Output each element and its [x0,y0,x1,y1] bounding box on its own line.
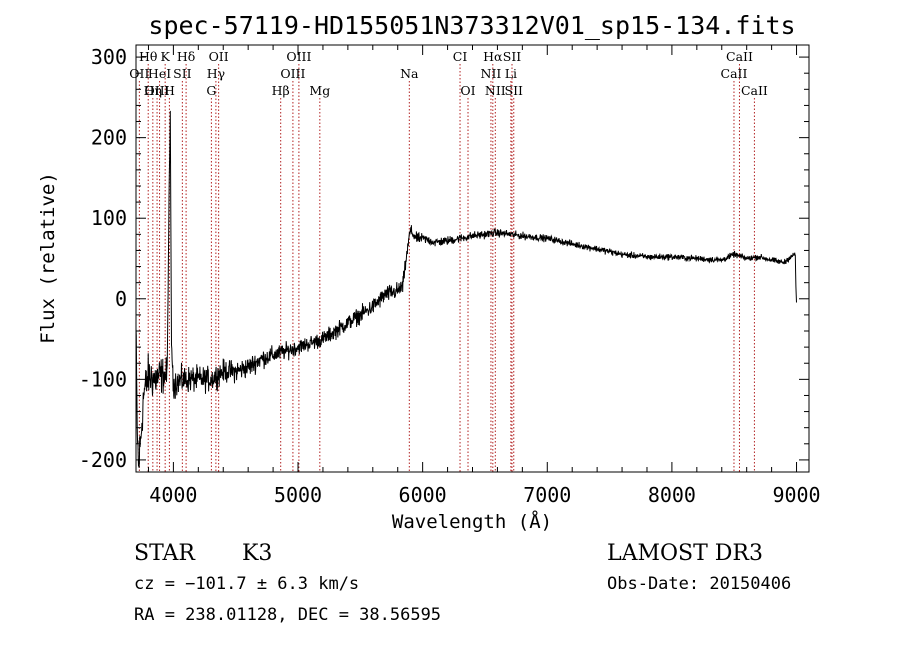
emission-line-label: K [160,49,170,64]
emission-line-label: Mg [309,83,330,98]
emission-line-label: OIII [286,49,311,64]
y-tick-label: -100 [79,367,127,391]
y-tick-label: 0 [115,287,127,311]
emission-line-label: CaII [741,83,768,98]
emission-line-label: Hη [144,83,162,98]
y-tick-label: 200 [91,126,127,150]
emission-line-label: SII [505,83,524,98]
emission-line-label: OIII [280,66,305,81]
emission-line-label: Na [400,66,419,81]
emission-line-label: OIII [145,83,170,98]
y-tick-label: 300 [91,45,127,69]
emission-line-label: HeI [148,66,171,81]
emission-line-label: G [206,83,216,98]
emission-line-label: Hθ [139,49,157,64]
survey-name: LAMOST DR3 [607,541,763,566]
emission-line-label: CaII [726,49,753,64]
emission-line-label: CaII [721,66,748,81]
y-axis-ticks: -200 -100 0 100 200 300 [79,45,809,472]
x-axis-ticks: 4000 5000 6000 7000 8000 9000 [147,45,821,507]
emission-line-label: OI [460,83,475,98]
emission-line-label: NII [485,83,506,98]
emission-line-label: SII [503,49,522,64]
emission-line-label: NII [481,66,502,81]
y-tick-label: 100 [91,206,127,230]
x-axis-label: Wavelength (Å) [392,510,552,533]
object-class: STAR [134,541,196,566]
redshift-readout: cz = −101.7 ± 6.3 km/s [134,574,359,594]
emission-line-label: Hγ [207,66,225,81]
emission-line-label: OII [209,49,229,64]
emission-line-label: Hα [483,49,503,64]
emission-line-label: H [164,83,175,98]
y-axis-label: Flux (relative) [37,172,59,344]
x-tick-label: 9000 [772,483,820,507]
emission-line-markers [138,64,755,472]
x-tick-label: 7000 [523,483,571,507]
emission-line-label: Li [505,66,517,81]
y-tick-label: -200 [79,448,127,472]
emission-line-label: CI [453,49,468,64]
subclass: K3 [242,541,272,566]
spectrum-line [135,110,797,468]
x-tick-label: 4000 [149,483,197,507]
emission-line-label: SII [173,66,192,81]
x-tick-label: 8000 [648,483,696,507]
x-tick-label: 5000 [274,483,322,507]
obs-date: Obs-Date: 20150406 [607,574,791,594]
coordinates: RA = 238.01128, DEC = 38.56595 [134,605,441,625]
emission-line-label: Hδ [177,49,195,64]
emission-line-label: Hβ [272,83,290,98]
x-tick-label: 6000 [399,483,447,507]
chart-title: spec-57119-HD155051N373312V01_sp15-134.f… [148,11,795,40]
